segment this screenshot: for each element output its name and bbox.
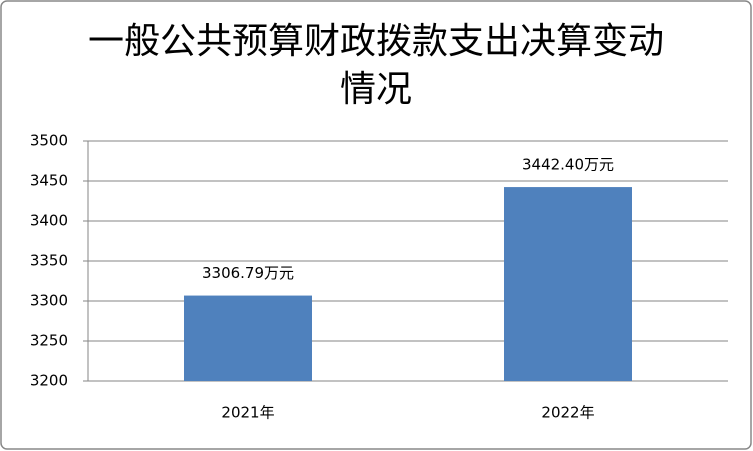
y-tick-label: 3500 — [30, 132, 68, 150]
y-tick-label: 3350 — [30, 252, 68, 270]
y-tick-label: 3300 — [30, 292, 68, 310]
x-tick-label: 2022年 — [541, 404, 594, 422]
y-tick-label: 3400 — [30, 212, 68, 230]
y-tick-label: 3450 — [30, 172, 68, 190]
value-label: 3442.40万元 — [522, 156, 614, 174]
bar — [184, 295, 312, 381]
y-tick-label: 3200 — [30, 372, 68, 390]
bar — [504, 187, 632, 381]
x-tick-label: 2021年 — [221, 404, 274, 422]
chart-title: 一般公共预算财政拨款支出决算变动情况 — [87, 21, 664, 110]
value-label: 3306.79万元 — [202, 264, 294, 282]
y-tick-label: 3250 — [30, 332, 68, 350]
